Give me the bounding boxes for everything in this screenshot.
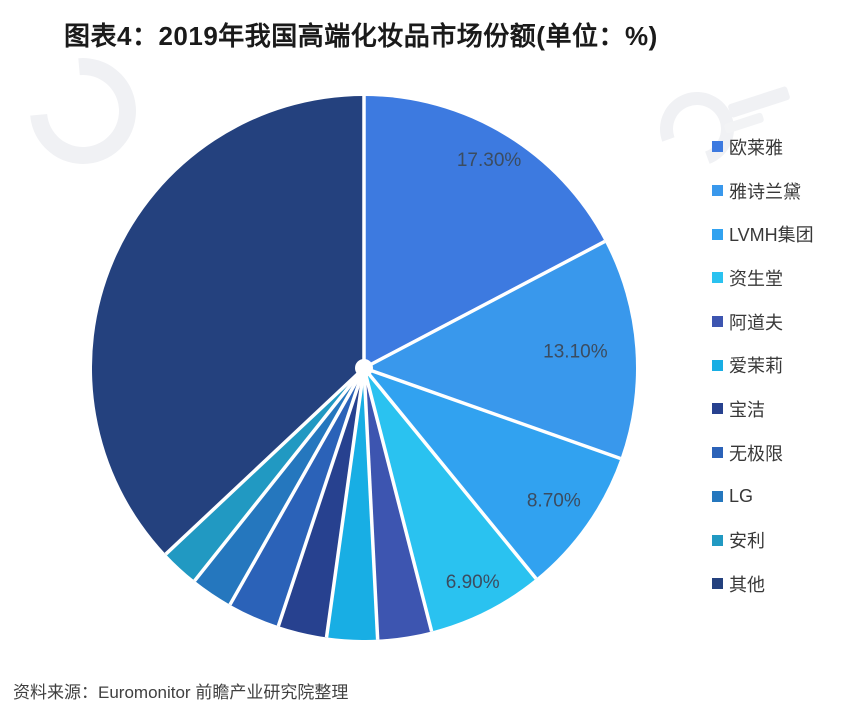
legend-swatch-icon (712, 359, 723, 371)
legend-label: 爱茉莉 (729, 356, 783, 377)
chart-title: 图表4：2019年我国高端化妆品市场份额(单位：%) (64, 21, 658, 51)
pie-slice-安利 (165, 368, 364, 581)
watermark-logo-icon (727, 85, 791, 119)
pie-slice-无极限 (229, 368, 364, 627)
legend-swatch-icon (712, 403, 723, 415)
chart-legend: 欧莱雅雅诗兰黛 LVMH集团 资生堂阿道夫爱茉莉宝洁无极限 LG 安利其他 (712, 125, 814, 606)
slice-divider (362, 367, 434, 632)
slice-data-label: 8.70% (527, 490, 581, 511)
legend-swatch-icon (712, 272, 723, 284)
legend-label: 雅诗兰黛 (729, 181, 801, 202)
legend-item: 爱茉莉 (712, 343, 814, 387)
slice-divider (362, 366, 538, 580)
pie-slice-爱茉莉 (326, 368, 378, 641)
slice-data-label: 13.10% (543, 342, 608, 363)
legend-label: 宝洁 (729, 399, 765, 420)
slice-divider (228, 367, 366, 606)
pie-slice-LG (194, 368, 364, 605)
legend-label: LG (729, 485, 754, 506)
legend-label: 阿道夫 (729, 312, 783, 333)
legend-swatch-icon (712, 490, 723, 502)
legend-swatch-icon (712, 228, 723, 240)
slice-divider (362, 367, 380, 640)
legend-label: 无极限 (729, 443, 783, 464)
legend-item: 资生堂 (712, 256, 814, 300)
legend-swatch-icon (712, 534, 723, 546)
pie-chart: 17.30% 13.10% 8.70% 6.90% (91, 96, 636, 641)
legend-item: 无极限 (712, 431, 814, 475)
legend-label: 其他 (729, 574, 765, 595)
pie-chart-area: 17.30% 13.10% 8.70% 6.90% (91, 96, 636, 641)
pie-center (355, 359, 373, 377)
legend-item: 其他 (712, 562, 814, 606)
pie-slice-资生堂 (364, 368, 537, 632)
slice-divider (324, 367, 366, 638)
legend-item: 雅诗兰黛 (712, 169, 814, 213)
slice-divider (363, 239, 606, 370)
slice-divider (363, 366, 622, 461)
slice-data-label: 6.90% (446, 572, 500, 593)
slice-divider (193, 366, 366, 582)
slice-data-label: 17.30% (457, 150, 522, 171)
legend-swatch-icon (712, 316, 723, 328)
pie-slice-LVMH集团 (364, 368, 621, 579)
legend-swatch-icon (712, 185, 723, 197)
legend-swatch-icon (712, 447, 723, 459)
legend-swatch-icon (712, 578, 723, 590)
pie-slice-雅诗兰黛 (364, 241, 636, 459)
slice-divider (276, 367, 366, 627)
legend-label: 欧莱雅 (729, 137, 783, 158)
legend-label: 资生堂 (729, 268, 783, 289)
legend-label: LVMH集团 (729, 225, 814, 246)
source-note: 资料来源：Euromonitor 前瞻产业研究院整理 (13, 683, 349, 702)
legend-label: 安利 (729, 531, 765, 552)
pie-slice-欧莱雅 (364, 96, 605, 368)
legend-item: LG (712, 475, 814, 519)
legend-item: 安利 (712, 518, 814, 562)
legend-item: 宝洁 (712, 387, 814, 431)
legend-item: LVMH集团 (712, 212, 814, 256)
legend-swatch-icon (712, 141, 723, 153)
legend-item: 阿道夫 (712, 300, 814, 344)
slice-divider (164, 366, 366, 556)
pie-slice-其他 (91, 96, 365, 555)
legend-item: 欧莱雅 (712, 125, 814, 169)
